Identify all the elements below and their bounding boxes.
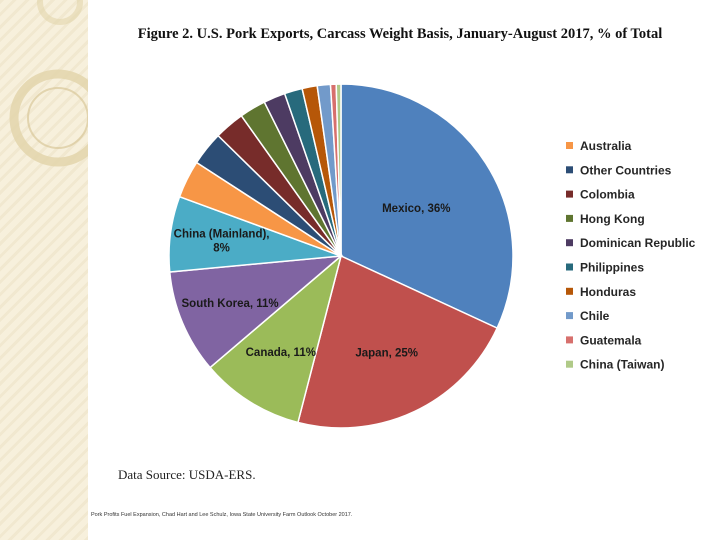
- slice-label: Japan, 25%: [355, 347, 418, 359]
- legend-label: Honduras: [580, 285, 636, 299]
- legend-swatch: [566, 166, 573, 174]
- legend-label: Australia: [580, 139, 632, 153]
- data-source-note: Data Source: USDA-ERS.: [118, 467, 256, 482]
- legend-swatch: [566, 239, 573, 247]
- slice-label: Canada, 11%: [246, 347, 316, 359]
- slice-label: Mexico, 36%: [382, 203, 450, 215]
- legend-swatch: [566, 287, 573, 295]
- legend-label: Guatemala: [580, 333, 642, 347]
- legend-swatch: [566, 214, 573, 222]
- legend-label: Chile: [580, 309, 610, 323]
- legend-label: Hong Kong: [580, 212, 645, 226]
- pie-chart: Mexico, 36% Japan, 25% Canada, 11% South Ko…: [168, 83, 696, 429]
- legend-label: Philippines: [580, 261, 644, 275]
- chart-title: Figure 2. U.S. Pork Exports, Carcass Wei…: [137, 26, 663, 42]
- pie-slice-canada: [208, 253, 343, 424]
- legend-label: Colombia: [580, 188, 635, 202]
- legend-label: China (Taiwan): [580, 358, 664, 372]
- pie-slice-south-korea: [168, 255, 344, 369]
- decorative-circles: [9, 0, 88, 167]
- legend-swatch: [566, 190, 573, 198]
- decorative-side-strip: [0, 0, 88, 540]
- legend-swatch: [566, 360, 573, 368]
- legend-swatch: [566, 336, 573, 344]
- legend-swatch: [566, 312, 573, 320]
- pie-slice-mexico: [340, 83, 514, 330]
- slice-label: China (Mainland), 8%: [174, 229, 270, 255]
- pie-slice-china-taiwan: [335, 83, 342, 257]
- legend-label: Other Countries: [580, 163, 672, 177]
- pie-slice-japan: [296, 254, 499, 429]
- legend-swatch: [566, 142, 573, 149]
- slice-label: South Korea, 11%: [182, 298, 279, 310]
- legend-label: Dominican Republic: [580, 236, 696, 250]
- legend-swatch: [566, 263, 573, 271]
- footer-citation: Pork Profits Fuel Expansion, Chad Hart a…: [91, 512, 353, 518]
